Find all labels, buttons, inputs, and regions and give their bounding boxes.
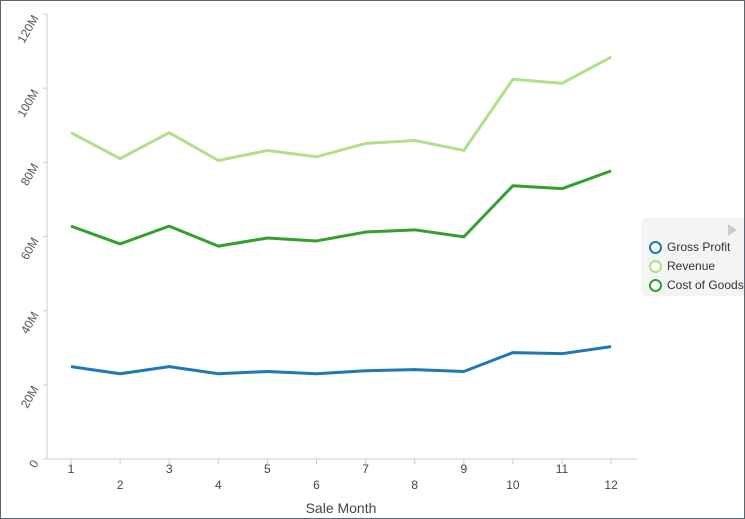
y-tick-label: 100M: [14, 87, 41, 120]
legend-label: Cost of Goods: [667, 278, 744, 292]
x-tick-label: 1: [68, 462, 75, 476]
x-tick-label: 6: [313, 478, 320, 492]
x-tick-label: 9: [460, 462, 467, 476]
x-tick-label: 11: [556, 462, 569, 476]
x-tick-label: 5: [264, 462, 271, 476]
legend-item[interactable]: Cost of Goods: [649, 278, 744, 292]
legend-circle-icon: [649, 259, 662, 273]
y-tick-label: 120M: [14, 13, 41, 46]
x-tick-label: 10: [506, 478, 520, 492]
x-axis-title: Sale Month: [306, 500, 377, 516]
series-line-cost-of-goods[interactable]: [70, 169, 612, 248]
x-tick-label: 3: [166, 462, 173, 476]
y-tick-label: 40M: [18, 309, 42, 336]
y-tick-label: 60M: [18, 235, 42, 262]
legend-label: Revenue: [667, 259, 716, 273]
legend-circle-icon: [649, 240, 662, 254]
x-tick-label: 2: [117, 478, 124, 492]
legend-label: Gross Profit: [667, 240, 731, 254]
y-tick-label: 0: [26, 457, 42, 470]
series-line-gross-profit[interactable]: [70, 345, 612, 376]
x-tick-label: 4: [215, 478, 222, 492]
series-line-revenue[interactable]: [70, 55, 612, 162]
x-tick-label: 8: [411, 478, 418, 492]
legend-item[interactable]: Gross Profit: [649, 240, 730, 254]
y-tick-label: 20M: [18, 383, 42, 410]
legend-circle-icon: [649, 278, 662, 292]
legend: Gross Profit Revenue Cost of Goods: [641, 218, 744, 296]
y-tick-label: 80M: [18, 161, 42, 188]
legend-item[interactable]: Revenue: [649, 259, 715, 273]
x-tick-label: 12: [604, 478, 618, 492]
x-tick-label: 7: [362, 462, 369, 476]
legend-next-arrow-icon[interactable]: [728, 224, 737, 236]
